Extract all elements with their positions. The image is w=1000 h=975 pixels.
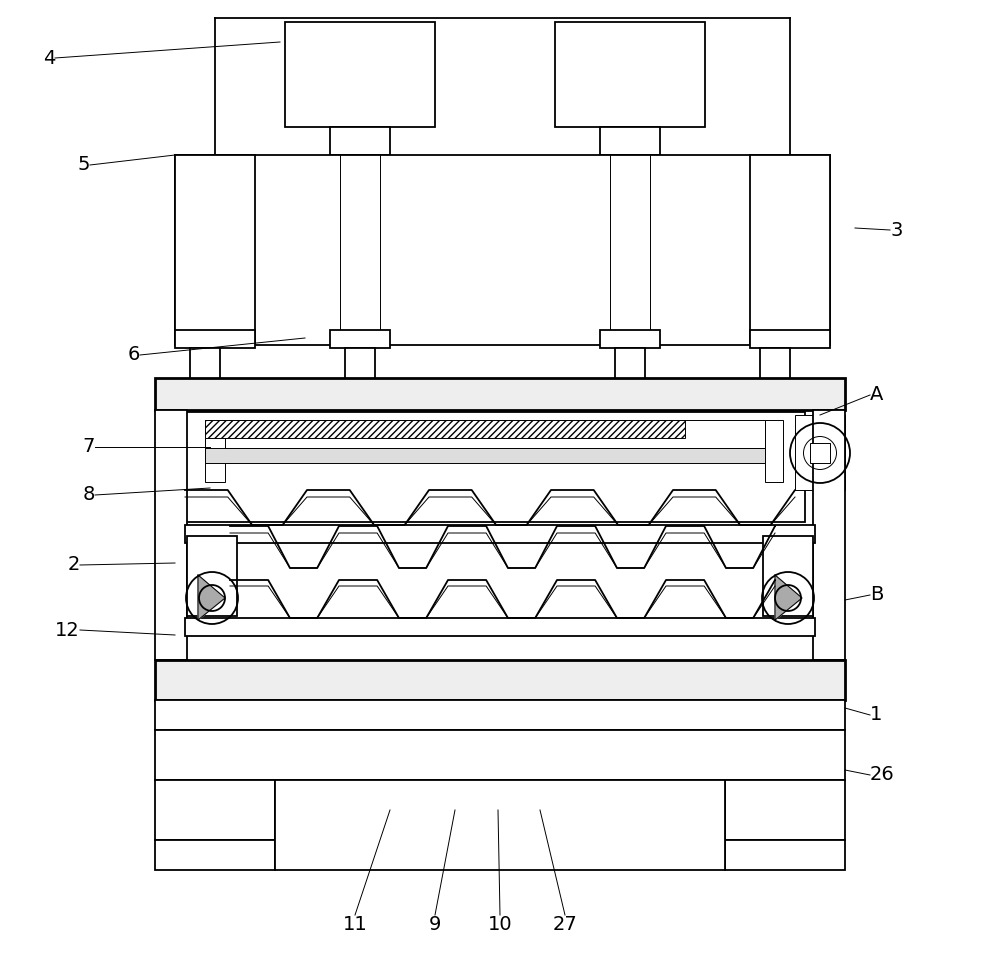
Bar — [275, 780, 725, 870]
Text: 6: 6 — [128, 345, 140, 365]
Text: 10: 10 — [488, 916, 512, 934]
Text: 26: 26 — [870, 765, 895, 785]
Bar — [205, 420, 225, 482]
Bar — [190, 348, 220, 398]
Bar — [205, 420, 765, 448]
Text: 27: 27 — [553, 916, 577, 934]
Bar — [155, 840, 275, 870]
Bar — [340, 155, 380, 275]
Bar — [185, 525, 815, 543]
Bar — [600, 330, 660, 348]
Bar — [555, 22, 705, 127]
Bar — [205, 420, 685, 438]
Bar — [205, 448, 765, 463]
Bar — [155, 378, 845, 410]
Bar — [185, 618, 815, 636]
Bar — [760, 348, 790, 398]
Bar — [155, 730, 845, 780]
Text: 11: 11 — [343, 916, 367, 934]
Text: 9: 9 — [429, 916, 441, 934]
Bar — [187, 536, 237, 616]
Bar — [155, 410, 187, 660]
Bar — [155, 660, 845, 700]
Bar — [155, 780, 275, 840]
Bar — [175, 155, 255, 345]
Text: 2: 2 — [68, 556, 80, 574]
Polygon shape — [775, 575, 802, 620]
Bar — [750, 155, 830, 345]
Polygon shape — [198, 575, 225, 620]
Bar — [285, 22, 435, 127]
Text: B: B — [870, 586, 883, 604]
Bar — [810, 443, 830, 463]
Bar — [763, 536, 813, 616]
Bar — [725, 780, 845, 840]
Bar — [600, 127, 660, 155]
Text: 7: 7 — [83, 438, 95, 456]
Bar — [725, 840, 845, 870]
Bar — [185, 412, 805, 522]
Bar — [615, 348, 645, 398]
Text: 5: 5 — [78, 155, 90, 175]
Bar — [330, 127, 390, 155]
Text: A: A — [870, 385, 883, 405]
Bar — [610, 155, 650, 275]
Text: 12: 12 — [55, 620, 80, 640]
Text: 3: 3 — [890, 220, 902, 240]
Bar — [750, 330, 830, 348]
Bar — [765, 420, 783, 482]
Bar — [795, 415, 845, 490]
Bar — [175, 155, 830, 345]
Bar — [330, 330, 390, 348]
Text: 1: 1 — [870, 706, 882, 724]
Text: 8: 8 — [83, 486, 95, 504]
Bar — [813, 410, 845, 660]
Bar — [155, 700, 845, 730]
Text: 4: 4 — [43, 49, 55, 67]
Bar — [345, 348, 375, 398]
Bar — [175, 330, 255, 348]
